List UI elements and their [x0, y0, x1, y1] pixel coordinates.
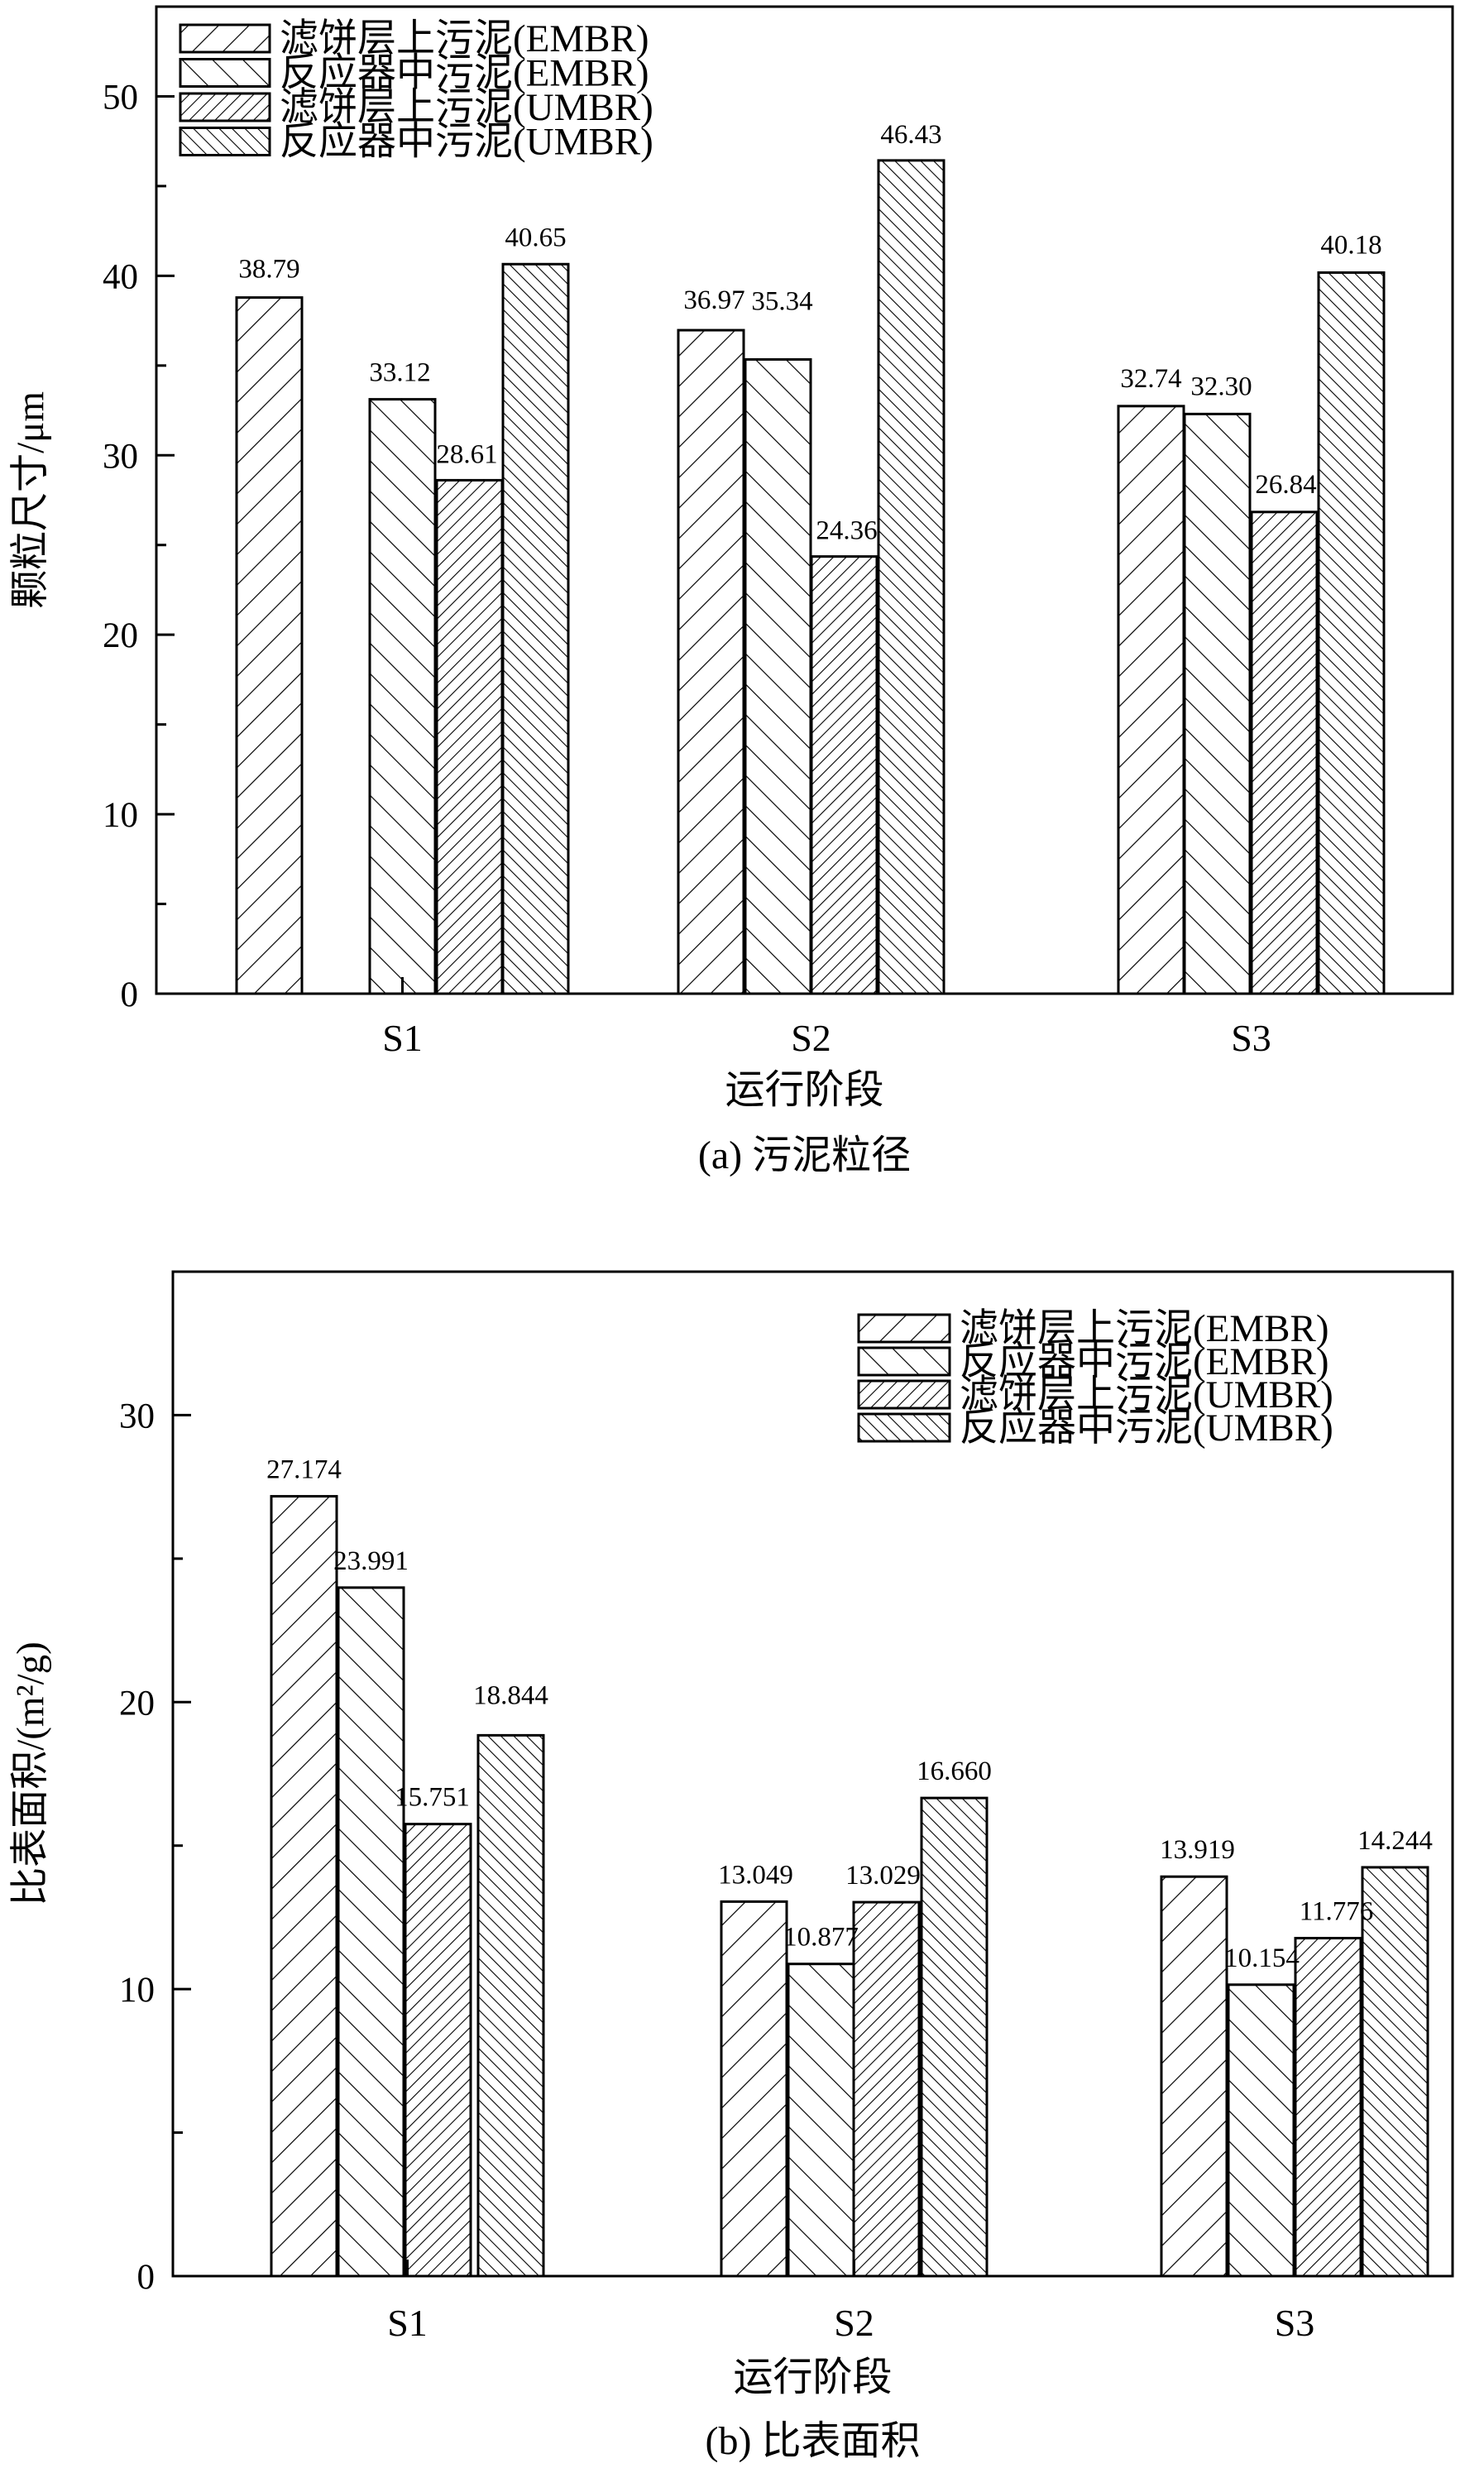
y-tick-label: 40 — [103, 257, 138, 296]
bar-S3-series-2 — [1227, 1983, 1295, 2278]
chart-particle-size: 0 10 20 30 40 50 38.79 36.97 32.74 33.12 35.34 32.3… — [9, 5, 1454, 1177]
bar-value-label: 14.244 — [1357, 1826, 1433, 1856]
legend-label: 滤饼层上污泥(UMBR) — [280, 86, 653, 129]
bar-S1-series-2 — [368, 398, 437, 995]
chart-specific-surface-area: 0 10 20 30 27.174 13.049 13.919 23.991 10.877 10.… — [9, 1270, 1454, 2463]
bar-value-label: 10.877 — [783, 1923, 859, 1953]
y-tick-label: 10 — [103, 796, 138, 835]
bar-value-label: 46.43 — [880, 120, 941, 150]
legend-swatch — [857, 1379, 951, 1410]
bar-S2-series-4 — [877, 159, 945, 995]
y-tick-label: 20 — [119, 1684, 155, 1723]
y-tick-label: 0 — [137, 2258, 156, 2297]
x-tick-label: S3 — [1275, 2302, 1315, 2344]
bar-value-label: 10.154 — [1224, 1943, 1300, 1973]
bar-S2-series-3 — [852, 1900, 921, 2278]
bar-S1-series-2 — [337, 1586, 405, 2278]
bar-value-label: 40.18 — [1320, 230, 1381, 260]
bar-value-label: 32.30 — [1190, 371, 1252, 401]
legend-swatch — [179, 23, 271, 54]
x-tick-label: S1 — [382, 1017, 423, 1059]
y-tick-label: 30 — [103, 437, 138, 476]
legend-swatch — [179, 127, 271, 156]
x-tick-label: S3 — [1231, 1017, 1271, 1059]
legend-label: 反应器中污泥(EMBR) — [280, 52, 649, 95]
bar-S2-series-1 — [677, 328, 745, 995]
x-tick-label: S1 — [387, 2302, 428, 2344]
bar-value-label: 13.029 — [845, 1861, 921, 1891]
y-tick-label: 10 — [119, 1971, 155, 2010]
bar-S1-series-4 — [501, 262, 570, 995]
bar-value-label: 16.660 — [917, 1757, 992, 1786]
bar-value-label: 27.174 — [266, 1455, 342, 1484]
bar-S3-series-3 — [1294, 1937, 1362, 2278]
x-tick-label: S2 — [834, 2302, 874, 2344]
x-axis-title: 运行阶段 — [733, 2356, 892, 2399]
legend-swatch — [857, 1412, 951, 1443]
bar-value-label: 36.97 — [683, 285, 744, 315]
legend-swatch — [179, 92, 271, 122]
bar-S1-series-1 — [235, 296, 304, 995]
legend-label: 滤饼层上污泥(EMBR) — [960, 1307, 1329, 1350]
y-tick-label: 30 — [119, 1397, 155, 1435]
bar-S3-series-3 — [1250, 510, 1319, 995]
bar-S3-series-1 — [1117, 405, 1185, 995]
y-axis-title: 比表面积/(m²/g) — [9, 1641, 52, 1906]
bar-value-label: 35.34 — [751, 286, 812, 316]
bar-S2-series-3 — [810, 555, 878, 995]
bar-S1-series-3 — [435, 478, 504, 995]
bar-S3-series-2 — [1183, 412, 1252, 995]
bar-S3-series-4 — [1317, 271, 1386, 995]
legend-swatch — [857, 1313, 951, 1344]
bar-value-label: 26.84 — [1255, 470, 1316, 500]
legend-label: 反应器中污泥(UMBR) — [280, 121, 653, 164]
legend-label: 滤饼层上污泥(EMBR) — [280, 17, 649, 60]
bar-value-label: 40.65 — [505, 223, 566, 252]
figure-caption: (a) 污泥粒径 — [698, 1133, 911, 1177]
y-axis-title: 颗粒尺寸/μm — [9, 391, 52, 609]
bar-S2-series-1 — [720, 1900, 788, 2278]
bar-value-label: 13.919 — [1160, 1835, 1235, 1865]
legend-label: 反应器中污泥(UMBR) — [960, 1407, 1333, 1450]
bar-value-label: 13.049 — [718, 1860, 793, 1890]
bar-S2-series-2 — [787, 1963, 855, 2278]
bar-value-label: 28.61 — [436, 439, 497, 469]
bar-S2-series-2 — [744, 357, 812, 995]
x-tick-label: S2 — [791, 1017, 831, 1059]
bar-S1-series-1 — [270, 1494, 338, 2278]
legend-swatch — [857, 1346, 951, 1377]
y-tick-label: 20 — [103, 616, 138, 655]
bar-S3-series-1 — [1160, 1875, 1228, 2278]
x-axis-title: 运行阶段 — [725, 1068, 883, 1112]
bar-value-label: 33.12 — [369, 358, 430, 388]
bar-value-label: 32.74 — [1120, 364, 1181, 394]
bar-S2-series-4 — [920, 1796, 989, 2278]
bar-S1-series-4 — [476, 1733, 545, 2278]
y-tick-label: 0 — [121, 975, 139, 1014]
y-tick-label: 50 — [103, 78, 138, 117]
legend-label: 滤饼层上污泥(UMBR) — [960, 1373, 1333, 1416]
bar-value-label: 23.991 — [333, 1546, 409, 1576]
bar-value-label: 18.844 — [473, 1680, 548, 1710]
bar-value-label: 11.776 — [1300, 1897, 1374, 1927]
bar-value-label: 15.751 — [395, 1783, 470, 1813]
bar-S3-series-4 — [1361, 1866, 1429, 2278]
legend-swatch — [179, 58, 271, 88]
bar-value-label: 38.79 — [238, 255, 299, 285]
legend-label: 反应器中污泥(EMBR) — [960, 1340, 1329, 1383]
bar-value-label: 24.36 — [816, 516, 877, 546]
bar-S1-series-3 — [404, 1823, 472, 2278]
figure-caption: (b) 比表面积 — [706, 2419, 921, 2463]
